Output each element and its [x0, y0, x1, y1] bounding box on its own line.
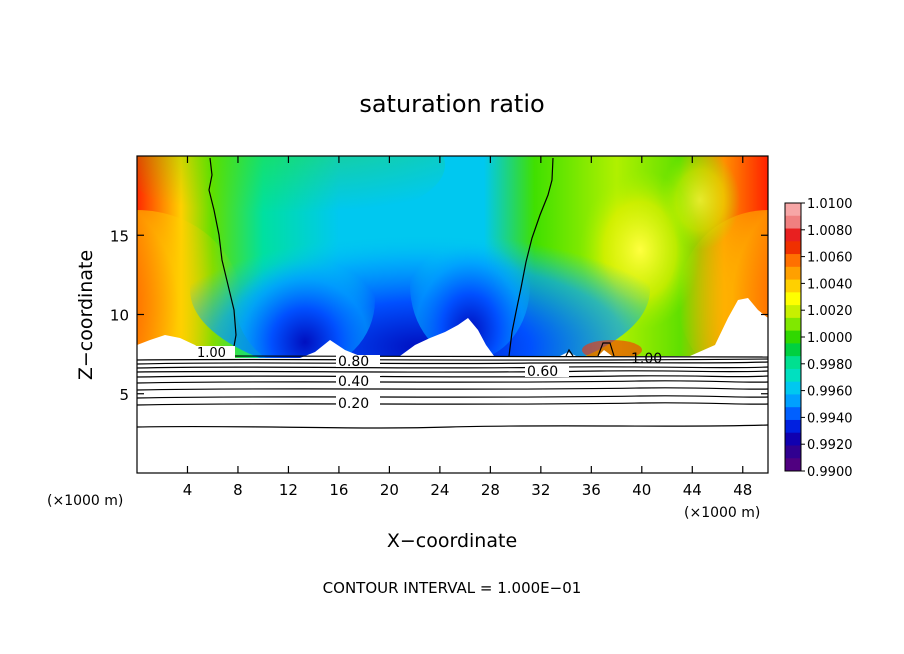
colorbar-swatch: [785, 458, 801, 472]
x-tick-label: 8: [233, 481, 243, 499]
colorbar-swatch: [785, 266, 801, 281]
x-tick-label: 28: [481, 481, 500, 499]
colorbar-swatch: [785, 228, 801, 242]
x-axis-label: X−coordinate: [387, 530, 517, 552]
colorbar-swatch: [785, 343, 801, 357]
colorbar-swatch: [785, 292, 801, 306]
contour-left-1-00: [208, 157, 237, 353]
contour-label: 1.00: [197, 346, 226, 361]
colorbar-label: 0.9960: [807, 385, 853, 400]
x-tick-label: 4: [183, 481, 193, 499]
colorbar-label: 0.9920: [807, 438, 853, 453]
colorbar-swatch: [785, 356, 801, 370]
chart-title: saturation ratio: [359, 90, 544, 118]
x-ticks: 4 8 12 16 20 24 28 32 36 40 44 48: [183, 156, 752, 499]
colorbar-swatch: [785, 330, 801, 344]
contour-interval-footer: CONTOUR INTERVAL = 1.000E−01: [323, 579, 582, 597]
y-ticks: 5 10 15: [110, 227, 768, 404]
colorbar-swatch: [785, 432, 801, 446]
colorbar-frame: [784, 202, 802, 472]
y-axis-label: Z−coordinate: [75, 250, 97, 380]
x-tick-label: 20: [380, 481, 399, 499]
colorbar-swatch: [785, 381, 801, 395]
x-tick-label: 12: [279, 481, 298, 499]
colorbar-label: 0.9900: [807, 465, 853, 480]
x-tick-label: 40: [632, 481, 651, 499]
colorbar-swatch: [785, 407, 801, 421]
x-tick-label: 32: [531, 481, 550, 499]
colorbar-swatch: [785, 215, 801, 230]
colorbar-swatch: [785, 279, 801, 293]
contour-label: 0.20: [338, 396, 369, 412]
colorbar-swatch: [785, 317, 801, 332]
x-tick-label: 44: [683, 481, 702, 499]
contour-label: 1.00: [631, 351, 662, 367]
x-unit-label-right: (×1000 m): [684, 505, 760, 521]
x-unit-label-left: (×1000 m): [47, 493, 123, 509]
colorbar-label: 0.9940: [807, 411, 853, 426]
colorbar-label: 0.9980: [807, 358, 853, 373]
y-tick-label: 10: [110, 307, 129, 325]
colorbar: [785, 203, 801, 472]
colorbar-label: 1.0000: [807, 331, 853, 346]
colorbar-swatch: [785, 203, 801, 217]
contour-labels: 1.00 0.80 0.60 0.40 0.20 1.00: [193, 346, 662, 412]
y-tick-label: 5: [119, 386, 129, 404]
colorbar-label: 1.0040: [807, 277, 853, 292]
x-tick-label: 48: [733, 481, 752, 499]
colorbar-labels: 1.0100 1.0080 1.0060 1.0040 1.0020 1.0000 0.99…: [801, 197, 853, 480]
colorbar-swatch: [785, 305, 801, 319]
colorbar-swatch: [785, 254, 801, 268]
colorbar-swatch: [785, 445, 801, 459]
colorbar-swatch: [785, 241, 801, 255]
colorbar-label: 1.0020: [807, 304, 853, 319]
colorbar-label: 1.0100: [807, 197, 853, 212]
colorbar-label: 1.0060: [807, 251, 853, 266]
x-tick-label: 16: [329, 481, 348, 499]
terrain-mask: [137, 298, 768, 473]
contour-right-1-00: [508, 157, 554, 357]
contour-label: 0.80: [338, 354, 369, 370]
colorbar-swatch: [785, 368, 801, 383]
contour-label: 0.60: [527, 364, 558, 380]
colorbar-swatch: [785, 394, 801, 408]
colorbar-label: 1.0080: [807, 224, 853, 239]
contour-label: 0.40: [338, 374, 369, 390]
x-tick-label: 24: [430, 481, 449, 499]
x-tick-label: 36: [582, 481, 601, 499]
contour-lines: [136, 157, 769, 429]
colorbar-swatch: [785, 419, 801, 434]
saturation-field: [137, 156, 768, 400]
y-tick-label: 15: [110, 227, 129, 245]
